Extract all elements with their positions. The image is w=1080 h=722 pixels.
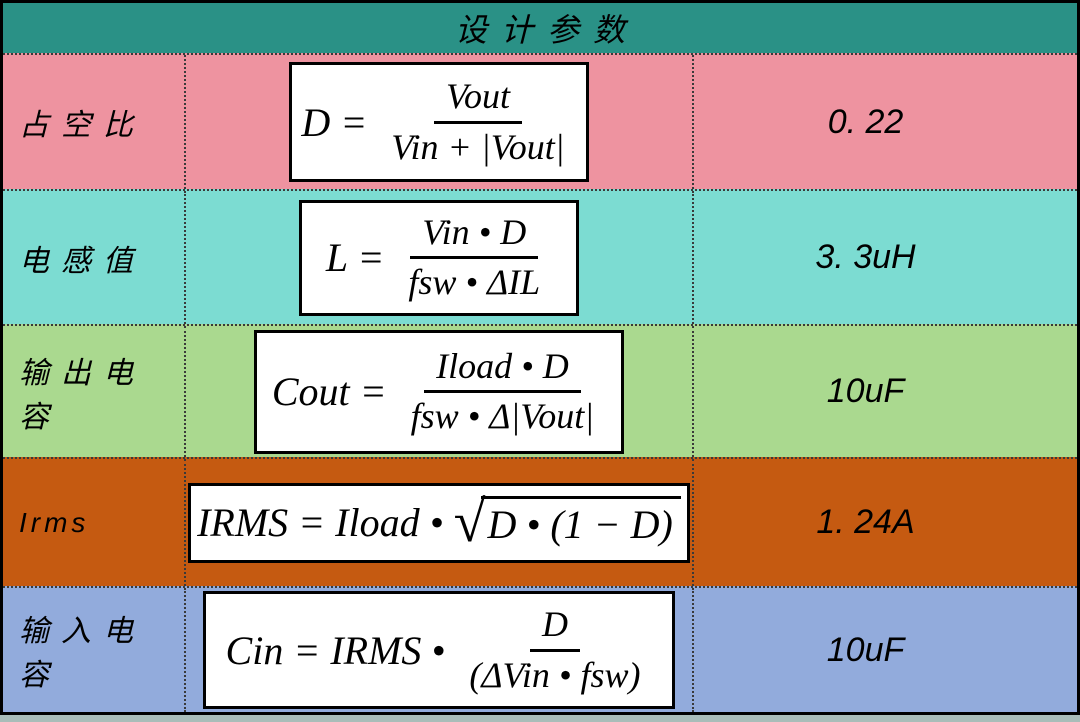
duty-cycle-formula-cell: D = Vout Vin + |Vout| (186, 55, 692, 189)
formula-denominator: Vin + |Vout| (391, 126, 565, 167)
output-cap-formula-box: Cout = Iload • D fsw • Δ|Vout| (254, 329, 624, 454)
formula-lhs: IRMS = Iload • (197, 500, 444, 545)
formula-numerator: D (529, 604, 580, 652)
table-row-inductance: 电感值 L = Vin • D fsw • ΔIL 3. 3uH (3, 189, 1077, 324)
irms-value: 1. 24A (816, 503, 915, 541)
inductance-label-cell: 电感值 (3, 191, 186, 324)
irms-formula-cell: IRMS = Iload • √ D • (1 − D) (186, 459, 692, 586)
input-cap-label-cell: 输入电容 (3, 588, 186, 712)
output-cap-label-cell: 输出电容 (3, 326, 186, 457)
output-cap-value: 10uF (826, 372, 905, 410)
input-cap-formula-cell: Cin = IRMS • D (ΔVin • fsw) (186, 588, 692, 712)
irms-label: Irms (19, 506, 90, 538)
input-cap-label: 输入电容 (19, 615, 145, 692)
output-cap-formula-cell: Cout = Iload • D fsw • Δ|Vout| (186, 326, 692, 457)
radical-sign: √ (453, 489, 486, 555)
table-row-irms: Irms IRMS = Iload • √ D • (1 − D) 1. 24A (3, 457, 1077, 586)
table-header: 设计参数 (3, 3, 1077, 53)
duty-cycle-label-cell: 占空比 (3, 55, 186, 189)
formula-numerator: Vin • D (410, 212, 539, 259)
inductance-label: 电感值 (19, 244, 145, 278)
duty-cycle-formula-box: D = Vout Vin + |Vout| (289, 62, 589, 182)
duty-cycle-value: 0. 22 (827, 102, 904, 141)
table-title: 设计参数 (454, 12, 639, 48)
table-row-input-capacitance: 输入电容 Cin = IRMS • D (ΔVin • fsw) 10uF (3, 586, 1077, 712)
formula-numerator: Vout (433, 76, 522, 124)
irms-value-cell: 1. 24A (692, 459, 1077, 586)
input-cap-formula-box: Cin = IRMS • D (ΔVin • fsw) (203, 591, 675, 709)
irms-label-cell: Irms (3, 459, 186, 586)
formula-fraction: D (ΔVin • fsw) (457, 604, 652, 696)
output-cap-label: 输出电容 (19, 356, 145, 434)
formula-square-root: √ D • (1 − D) (453, 489, 681, 555)
inductance-formula-box: L = Vin • D fsw • ΔIL (299, 199, 579, 316)
formula-lhs: Cin = IRMS • (225, 627, 446, 673)
output-cap-value-cell: 10uF (692, 326, 1077, 457)
formula-numerator: Iload • D (424, 346, 581, 393)
formula-denominator: (ΔVin • fsw) (469, 654, 641, 695)
formula-lhs: D = (301, 99, 368, 145)
table-row-duty-cycle: 占空比 D = Vout Vin + |Vout| 0. 22 (3, 53, 1077, 189)
duty-cycle-value-cell: 0. 22 (692, 55, 1077, 189)
table-row-output-capacitance: 输出电容 Cout = Iload • D fsw • Δ|Vout| 10uF (3, 324, 1077, 457)
irms-formula-box: IRMS = Iload • √ D • (1 − D) (188, 482, 690, 563)
inductance-value-cell: 3. 3uH (692, 191, 1077, 324)
formula-fraction: Vout Vin + |Vout| (379, 76, 576, 168)
formula-lhs: Cout = (271, 369, 387, 414)
inductance-formula-cell: L = Vin • D fsw • ΔIL (186, 191, 692, 324)
duty-cycle-label: 占空比 (19, 109, 145, 142)
input-cap-value: 10uF (826, 630, 905, 669)
formula-denominator: fsw • ΔIL (408, 262, 541, 302)
formula-lhs: L = (325, 235, 385, 280)
formula-denominator: fsw • Δ|Vout| (410, 396, 595, 436)
formula-fraction: Vin • D fsw • ΔIL (396, 212, 552, 304)
inductance-value: 3. 3uH (815, 238, 916, 276)
formula-radicand: D • (1 − D) (481, 496, 681, 548)
formula-fraction: Iload • D fsw • Δ|Vout| (399, 346, 607, 438)
input-cap-value-cell: 10uF (692, 588, 1077, 712)
